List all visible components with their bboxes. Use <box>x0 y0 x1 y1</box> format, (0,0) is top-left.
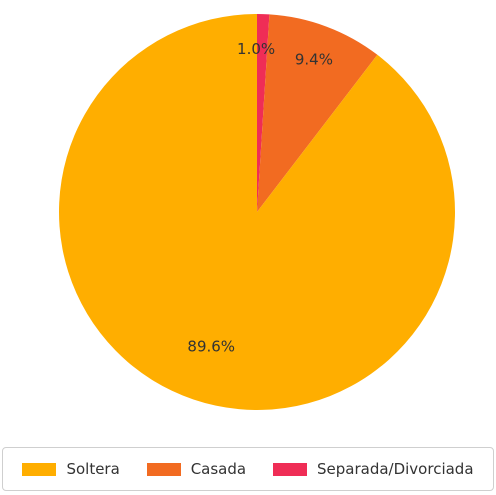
legend-swatch-soltera <box>22 462 57 476</box>
legend-label-casada: Casada <box>190 460 247 478</box>
legend-swatch-separada-divorciada <box>273 462 307 476</box>
slice-label-separada-divorciada: 1.0% <box>237 40 275 58</box>
legend-label-soltera: Soltera <box>66 460 120 478</box>
pie-slice-soltera <box>59 14 456 410</box>
pie-chart: 1.0% 9.4% 89.6% <box>59 14 456 410</box>
chart-legend: Soltera Casada Separada/Divorciada <box>2 447 494 491</box>
pie-slice-casada <box>257 14 378 213</box>
legend-swatch-casada <box>146 462 181 476</box>
legend-label-separada-divorciada: Separada/Divorciada <box>317 460 474 478</box>
pie-slice-separada-divorciada <box>257 14 270 212</box>
legend-item-soltera: Soltera <box>22 460 120 478</box>
legend-item-casada: Casada <box>146 460 247 478</box>
legend-item-separada-divorciada: Separada/Divorciada <box>273 460 474 478</box>
slice-label-casada: 9.4% <box>295 50 333 68</box>
slice-label-soltera: 89.6% <box>187 338 235 356</box>
